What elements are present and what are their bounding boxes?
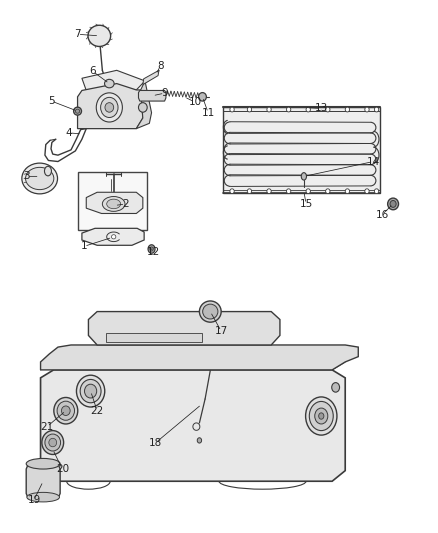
Ellipse shape — [57, 401, 74, 420]
Ellipse shape — [45, 166, 51, 176]
Polygon shape — [26, 464, 60, 499]
Ellipse shape — [286, 189, 291, 193]
Text: 11: 11 — [201, 108, 215, 118]
Ellipse shape — [319, 413, 324, 419]
Text: 6: 6 — [89, 67, 96, 76]
Ellipse shape — [267, 107, 271, 112]
Ellipse shape — [365, 189, 369, 193]
Polygon shape — [86, 192, 143, 214]
Ellipse shape — [74, 107, 81, 115]
Text: 7: 7 — [74, 29, 81, 39]
Ellipse shape — [365, 107, 369, 112]
Ellipse shape — [286, 107, 291, 112]
Ellipse shape — [197, 438, 201, 443]
Text: 2: 2 — [122, 199, 129, 209]
Ellipse shape — [247, 189, 252, 193]
Text: 3: 3 — [23, 172, 30, 181]
Ellipse shape — [332, 383, 339, 392]
Ellipse shape — [26, 458, 60, 469]
Ellipse shape — [61, 406, 70, 416]
Ellipse shape — [102, 197, 125, 212]
Ellipse shape — [325, 189, 330, 193]
Ellipse shape — [148, 245, 155, 253]
Ellipse shape — [75, 109, 80, 114]
Text: 19: 19 — [28, 495, 41, 505]
Text: 12: 12 — [147, 247, 160, 257]
Bar — [78, 172, 147, 230]
Ellipse shape — [247, 107, 252, 112]
Polygon shape — [143, 70, 159, 85]
Ellipse shape — [267, 189, 271, 193]
Ellipse shape — [80, 379, 101, 403]
Text: 18: 18 — [149, 438, 162, 448]
Ellipse shape — [315, 408, 328, 424]
Ellipse shape — [49, 438, 57, 447]
Ellipse shape — [27, 492, 60, 502]
Ellipse shape — [374, 189, 379, 193]
Ellipse shape — [230, 107, 234, 112]
Ellipse shape — [105, 79, 114, 88]
Ellipse shape — [198, 93, 206, 101]
Ellipse shape — [301, 173, 307, 180]
Ellipse shape — [345, 107, 350, 112]
Ellipse shape — [45, 434, 60, 451]
Ellipse shape — [77, 375, 105, 407]
Ellipse shape — [390, 200, 396, 207]
Text: 9: 9 — [161, 88, 168, 98]
Polygon shape — [88, 312, 280, 345]
Ellipse shape — [22, 163, 57, 194]
Ellipse shape — [107, 199, 120, 209]
Polygon shape — [78, 84, 143, 128]
Ellipse shape — [345, 189, 350, 193]
Polygon shape — [82, 228, 144, 245]
Ellipse shape — [230, 189, 234, 193]
Polygon shape — [138, 91, 166, 101]
Ellipse shape — [306, 189, 311, 193]
Ellipse shape — [150, 247, 153, 251]
Text: 22: 22 — [91, 406, 104, 416]
Polygon shape — [136, 81, 152, 128]
Ellipse shape — [101, 98, 118, 117]
Ellipse shape — [199, 301, 221, 322]
Ellipse shape — [374, 107, 379, 112]
Text: 15: 15 — [300, 199, 313, 209]
Text: 17: 17 — [215, 326, 228, 336]
Text: 10: 10 — [188, 97, 201, 107]
Text: 5: 5 — [48, 96, 55, 106]
Ellipse shape — [25, 167, 54, 190]
Polygon shape — [41, 370, 345, 481]
Polygon shape — [82, 70, 145, 91]
Text: 16: 16 — [375, 209, 389, 220]
Text: 4: 4 — [66, 128, 72, 138]
Ellipse shape — [105, 103, 114, 112]
Text: 1: 1 — [81, 241, 88, 252]
Ellipse shape — [112, 235, 116, 239]
Ellipse shape — [42, 431, 64, 455]
Ellipse shape — [325, 107, 330, 112]
Text: 13: 13 — [314, 103, 328, 114]
Ellipse shape — [138, 103, 147, 112]
Polygon shape — [223, 108, 380, 193]
Text: 20: 20 — [56, 464, 69, 474]
Text: 8: 8 — [157, 61, 163, 71]
Text: 21: 21 — [40, 422, 54, 432]
Ellipse shape — [388, 198, 399, 210]
Ellipse shape — [96, 93, 122, 122]
Ellipse shape — [85, 384, 97, 398]
Ellipse shape — [54, 398, 78, 424]
Ellipse shape — [203, 304, 218, 319]
Ellipse shape — [306, 107, 311, 112]
Ellipse shape — [88, 25, 111, 46]
Ellipse shape — [306, 397, 337, 435]
Polygon shape — [41, 345, 358, 370]
Polygon shape — [106, 333, 201, 342]
Ellipse shape — [309, 401, 333, 431]
Text: 14: 14 — [367, 157, 380, 166]
